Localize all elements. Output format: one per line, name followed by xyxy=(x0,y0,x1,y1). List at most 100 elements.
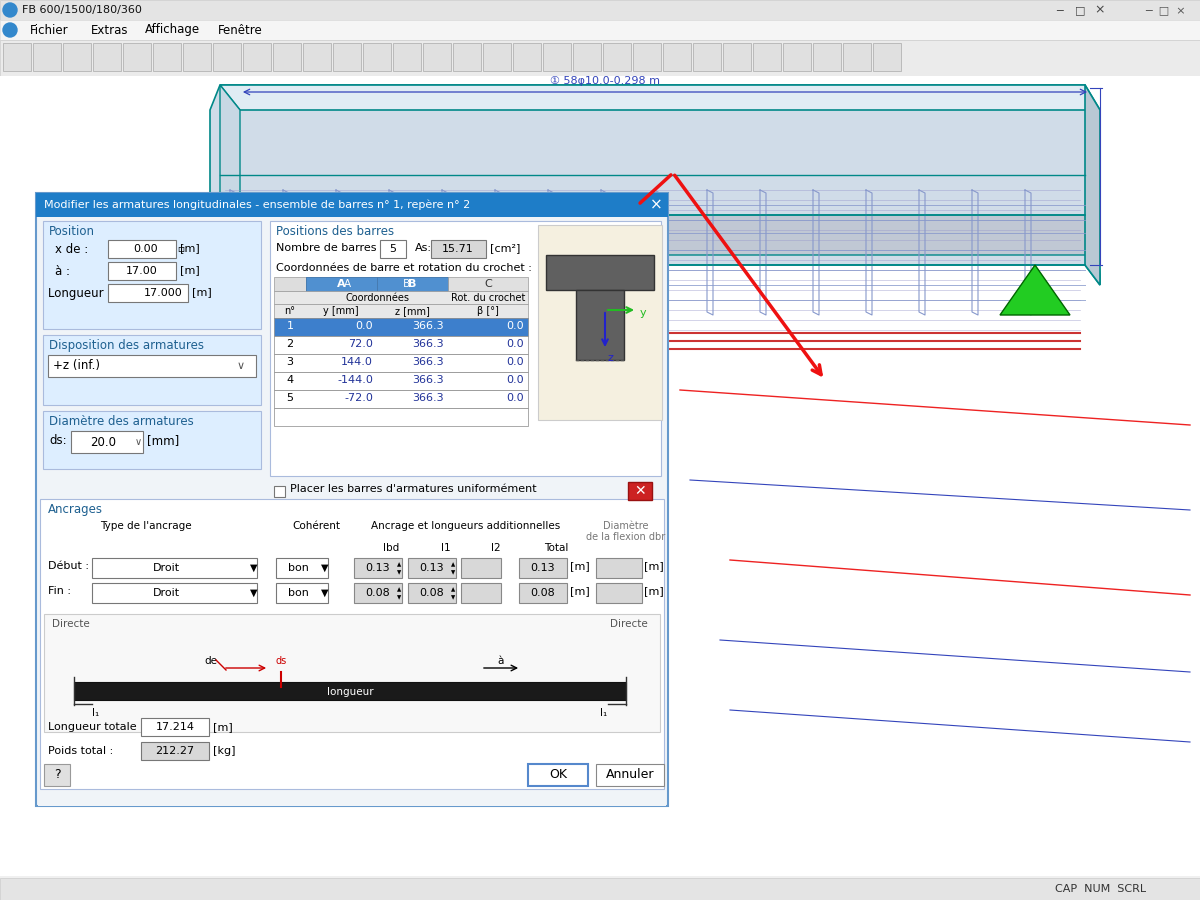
Bar xyxy=(0,20,1200,40)
Bar xyxy=(514,43,541,71)
Text: 0.0: 0.0 xyxy=(506,375,524,385)
Bar xyxy=(394,43,421,71)
Text: β [°]: β [°] xyxy=(478,306,499,316)
Text: z: z xyxy=(608,353,614,363)
Text: 0.13: 0.13 xyxy=(366,563,390,573)
Text: Coordonnées de barre et rotation du crochet :: Coordonnées de barre et rotation du croc… xyxy=(276,263,532,273)
Bar xyxy=(520,558,568,578)
Bar xyxy=(270,221,661,476)
Bar xyxy=(520,583,568,603)
Text: A                B: A B xyxy=(344,279,410,289)
Text: de: de xyxy=(204,656,217,666)
Bar xyxy=(574,43,601,71)
Bar xyxy=(274,336,528,354)
Bar xyxy=(528,764,588,786)
Text: Droit: Droit xyxy=(152,563,180,573)
Bar xyxy=(380,240,406,258)
Text: Modifier les armatures longitudinales - ensemble de barres n° 1, repère n° 2: Modifier les armatures longitudinales - … xyxy=(44,200,470,211)
Bar xyxy=(40,499,664,789)
Bar xyxy=(424,43,451,71)
Text: Diamètre: Diamètre xyxy=(604,521,649,531)
Bar xyxy=(408,583,456,603)
Text: bon: bon xyxy=(288,563,308,573)
Text: 2: 2 xyxy=(287,339,294,349)
Text: 4: 4 xyxy=(287,375,294,385)
Text: FB 600/1500/180/360: FB 600/1500/180/360 xyxy=(22,5,142,15)
Text: 1: 1 xyxy=(287,321,294,331)
Bar xyxy=(44,614,660,732)
Bar xyxy=(722,43,751,71)
Bar xyxy=(108,240,176,258)
Bar xyxy=(274,277,306,291)
Text: 366.3: 366.3 xyxy=(413,375,444,385)
Bar xyxy=(576,290,624,360)
Text: 3: 3 xyxy=(287,357,294,367)
Text: bon: bon xyxy=(288,588,308,598)
Text: 0.00: 0.00 xyxy=(133,244,158,254)
Text: l2: l2 xyxy=(491,543,500,553)
Text: ▼: ▼ xyxy=(397,570,401,575)
Bar xyxy=(108,284,188,302)
Text: Position: Position xyxy=(49,225,95,238)
Bar xyxy=(448,277,528,291)
Text: Ancrage et longueurs additionnelles: Ancrage et longueurs additionnelles xyxy=(371,521,560,531)
Text: B: B xyxy=(408,279,416,289)
Text: Affichage: Affichage xyxy=(144,23,199,37)
Bar xyxy=(214,43,241,71)
Bar xyxy=(814,43,841,71)
Bar xyxy=(306,277,448,291)
Text: [m]: [m] xyxy=(644,586,664,596)
Text: C: C xyxy=(484,279,492,289)
Bar xyxy=(408,558,456,578)
Bar xyxy=(274,486,286,497)
Text: à: à xyxy=(498,656,504,666)
Text: 144.0: 144.0 xyxy=(341,357,373,367)
Bar xyxy=(274,408,528,426)
Bar xyxy=(302,43,331,71)
Bar xyxy=(364,43,391,71)
Bar xyxy=(74,682,626,700)
Bar xyxy=(92,558,257,578)
Text: CAP  NUM  SCRL: CAP NUM SCRL xyxy=(1055,884,1146,894)
Bar xyxy=(874,43,901,71)
Text: 5: 5 xyxy=(287,393,294,403)
Text: ▼: ▼ xyxy=(451,570,455,575)
Text: [m]: [m] xyxy=(570,561,589,571)
Polygon shape xyxy=(1085,85,1100,285)
Bar xyxy=(0,0,1200,20)
Bar xyxy=(662,43,691,71)
Text: -72.0: -72.0 xyxy=(344,393,373,403)
Text: l₁: l₁ xyxy=(92,708,100,718)
Text: 0.13: 0.13 xyxy=(420,563,444,573)
Bar xyxy=(334,43,361,71)
Bar xyxy=(276,583,328,603)
Text: ▼: ▼ xyxy=(322,588,329,598)
Bar xyxy=(634,43,661,71)
Text: [cm²]: [cm²] xyxy=(490,243,521,253)
Bar xyxy=(48,355,256,377)
Text: y [mm]: y [mm] xyxy=(323,306,359,316)
Text: Poids total :: Poids total : xyxy=(48,746,113,756)
Text: Coordonnées: Coordonnées xyxy=(346,293,409,303)
Text: z [mm]: z [mm] xyxy=(395,306,430,316)
Text: ① 58φ10.0-0.298 m: ① 58φ10.0-0.298 m xyxy=(550,76,660,86)
Text: Directe: Directe xyxy=(611,619,648,629)
Text: 15.71: 15.71 xyxy=(442,244,474,254)
Text: ?: ? xyxy=(54,769,60,781)
Bar xyxy=(542,43,571,71)
Bar xyxy=(0,76,1200,876)
Bar xyxy=(124,43,151,71)
Bar xyxy=(43,411,262,469)
Text: 17.000: 17.000 xyxy=(144,288,182,298)
Text: Fichier: Fichier xyxy=(30,23,68,37)
Bar xyxy=(142,718,209,736)
Text: Nombre de barres :: Nombre de barres : xyxy=(276,243,384,253)
Bar xyxy=(377,277,448,291)
Bar xyxy=(2,43,31,71)
Bar xyxy=(71,431,143,453)
Bar xyxy=(461,583,502,603)
Circle shape xyxy=(2,23,17,37)
Text: [m]: [m] xyxy=(644,561,664,571)
Text: ▼: ▼ xyxy=(397,595,401,600)
Text: Extras: Extras xyxy=(90,23,128,37)
